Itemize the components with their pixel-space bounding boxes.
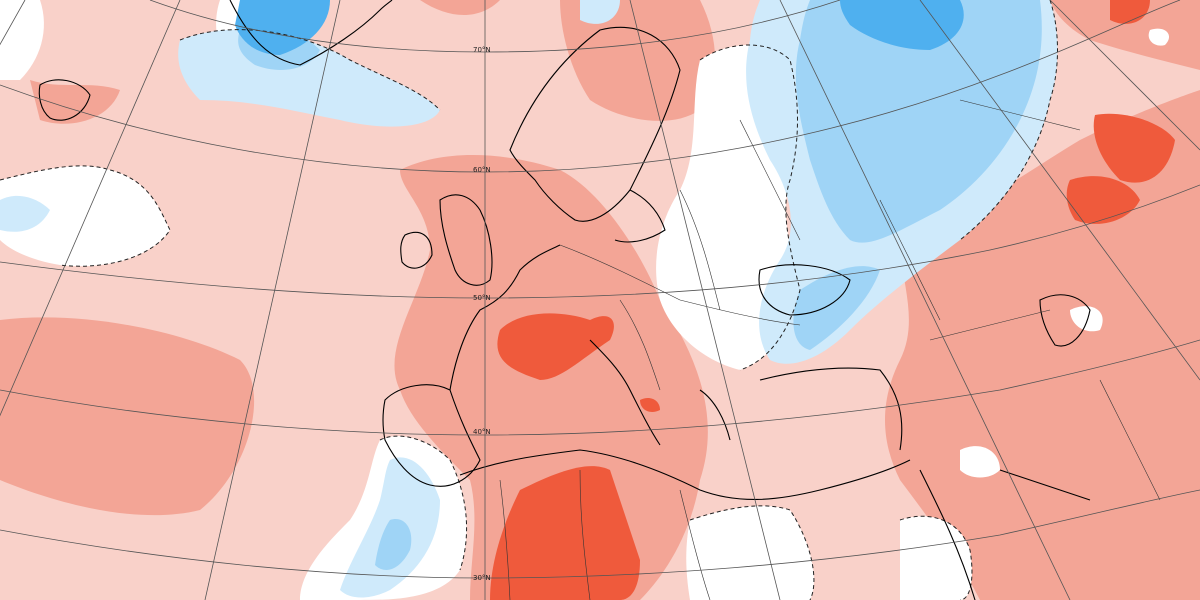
lat-label-30: 30°N [473, 574, 491, 582]
latitude-labels: 70°N 60°N 50°N 40°N 30°N [473, 46, 491, 582]
lat-label-50: 50°N [473, 294, 491, 302]
zero-contours [0, 0, 1058, 600]
lat-label-70: 70°N [473, 46, 491, 54]
lat-label-40: 40°N [473, 428, 491, 436]
graticule-parallels [0, 0, 1200, 579]
country-borders [499, 99, 1161, 600]
cool-strong-regions [235, 0, 964, 55]
lat-label-60: 60°N [473, 166, 491, 174]
warm-strong-regions [490, 0, 1175, 600]
